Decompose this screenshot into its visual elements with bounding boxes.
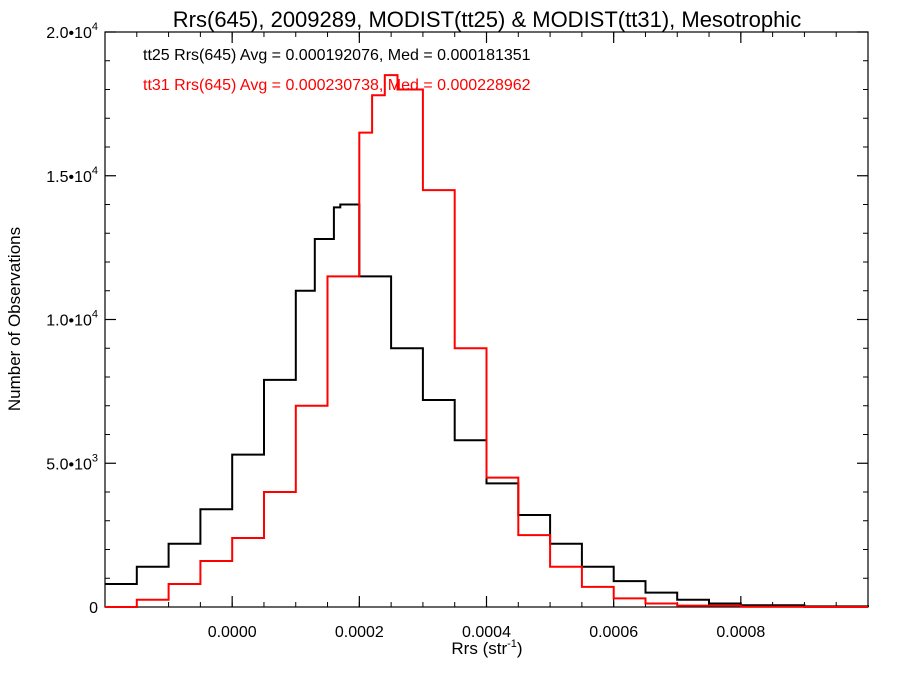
stats-annotation: tt25 Rrs(645) Avg = 0.000192076, Med = 0… bbox=[143, 47, 531, 64]
x-tick-label: 0.0002 bbox=[335, 624, 384, 641]
x-tick-label: 0.0004 bbox=[462, 624, 511, 641]
y-axis-label: Number of Observations bbox=[5, 227, 24, 411]
y-tick-label: 2.0•104 bbox=[46, 21, 98, 42]
stats-annotation: tt31 Rrs(645) Avg = 0.000230738, Med = 0… bbox=[143, 77, 531, 94]
y-tick-label: 1.5•104 bbox=[46, 165, 98, 186]
y-tick-label: 5.0•103 bbox=[46, 452, 98, 473]
plot-frame bbox=[104, 31, 869, 608]
x-axis-label: Rrs (str-1) bbox=[451, 638, 522, 658]
y-tick-label: 1.0•104 bbox=[46, 309, 98, 330]
chart-title: Rrs(645), 2009289, MODIST(tt25) & MODIST… bbox=[173, 7, 801, 32]
histogram-series-1 bbox=[105, 74, 868, 608]
x-tick-label: 0.0006 bbox=[589, 624, 638, 641]
x-tick-label: 0.0000 bbox=[208, 624, 257, 641]
x-tick-label: 0.0008 bbox=[716, 624, 765, 641]
axes-ticks: 0.0000 0.0002 0.0004 0.0006 0.0008 0 5.0•103 1.… bbox=[46, 21, 869, 641]
series-layer bbox=[105, 74, 869, 608]
y-tick-label: 0 bbox=[89, 600, 98, 617]
histogram-series-0 bbox=[105, 203, 869, 608]
annotations-layer: tt25 Rrs(645) Avg = 0.000192076, Med = 0… bbox=[143, 47, 531, 94]
